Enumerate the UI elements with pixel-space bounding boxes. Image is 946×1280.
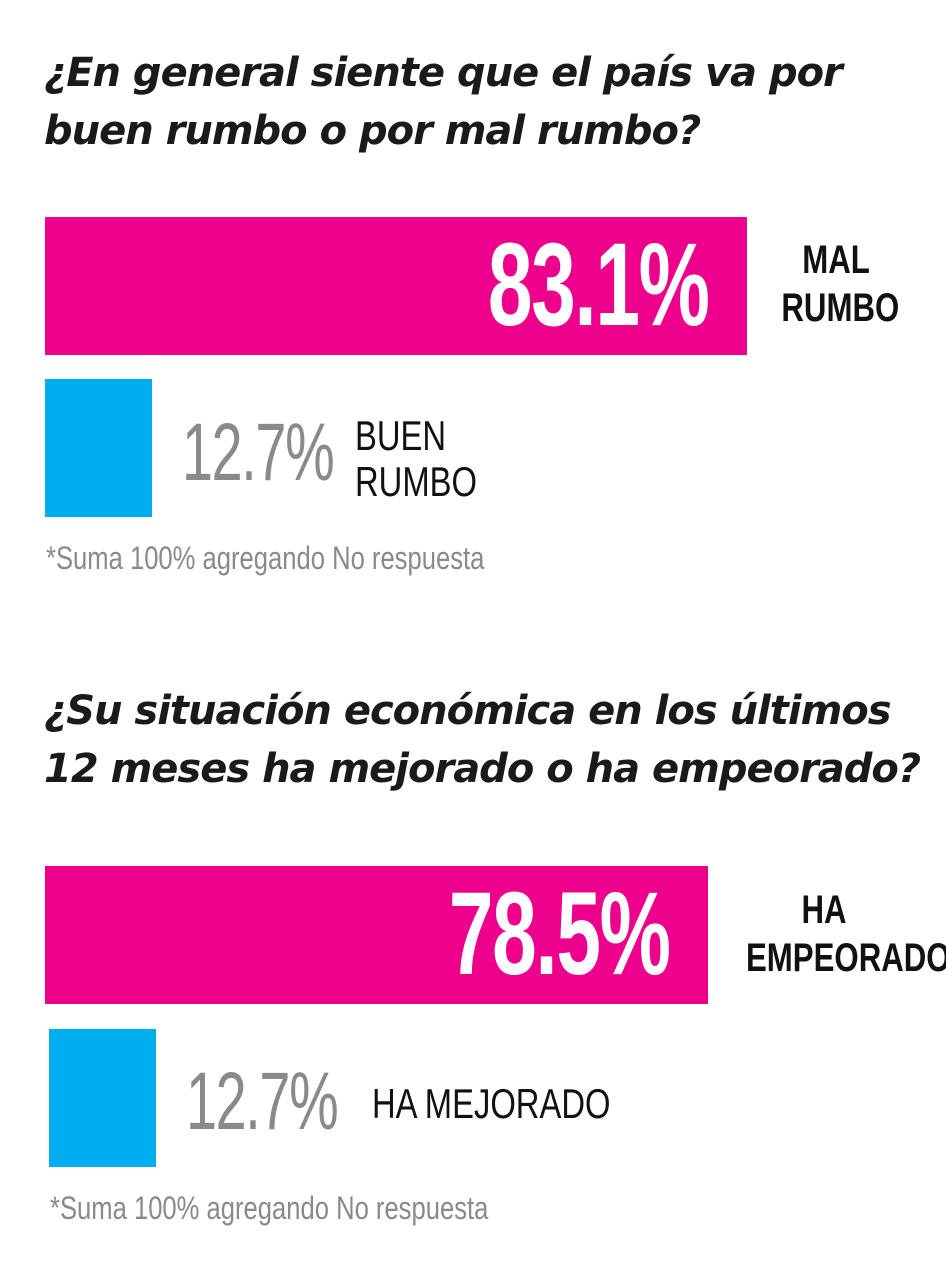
category-label-ha-empeorado: HA EMPEORADO (746, 888, 946, 980)
bar-ha-mejorado (49, 1029, 156, 1167)
chart-1-footnote: *Suma 100% agregando No respuesta (46, 540, 485, 576)
bar-buen-rumbo (45, 379, 152, 517)
chart-1-title: ¿En general siente que el país va por bu… (44, 50, 843, 154)
chart-2-title: ¿Su situación económica en los últimos 1… (44, 688, 921, 792)
chart-2-footnote: *Suma 100% agregando No respuesta (50, 1190, 489, 1226)
value-label-mal-rumbo: 83.1% (488, 219, 710, 351)
bar-ha-empeorado (45, 866, 708, 1004)
bar-mal-rumbo (45, 217, 747, 355)
category-label-buen-rumbo: BUEN RUMBO (355, 412, 477, 505)
value-label-ha-empeorado: 78.5% (449, 868, 671, 1000)
value-label-buen-rumbo: 12.7% (182, 407, 335, 498)
category-label-ha-mejorado: HA MEJORADO (372, 1080, 611, 1127)
value-label-ha-mejorado: 12.7% (186, 1056, 339, 1147)
category-label-mal-rumbo: MAL RUMBO (781, 238, 900, 330)
